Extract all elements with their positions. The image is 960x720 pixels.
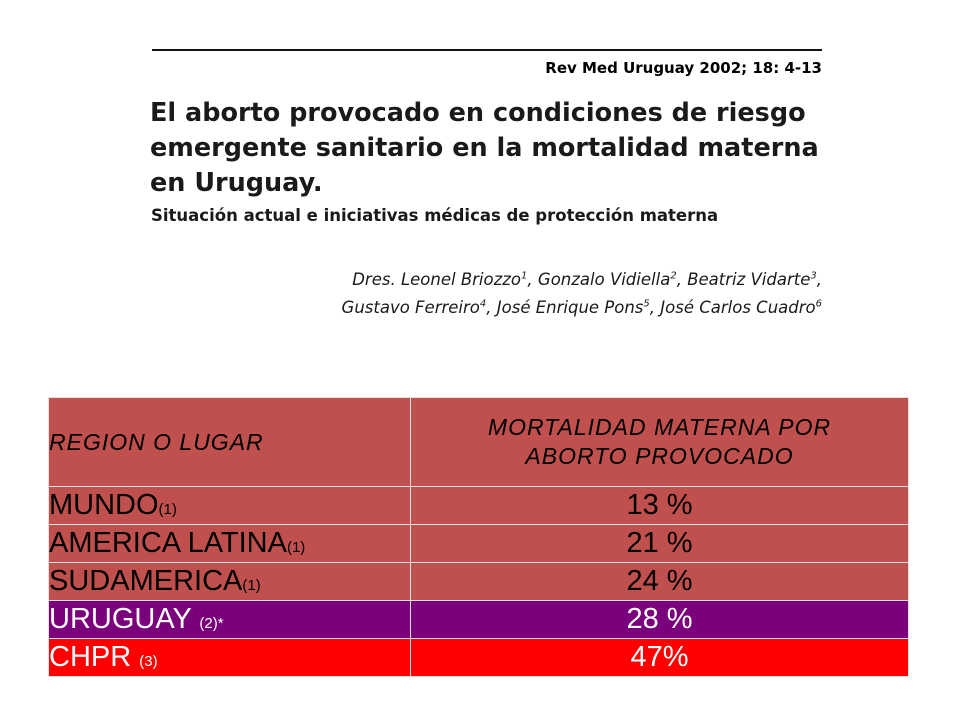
reference-note: (1) bbox=[242, 577, 261, 594]
author-name: José Carlos Cuadro bbox=[660, 298, 816, 317]
author-ref: 5 bbox=[643, 298, 650, 310]
table-row-mundo: MUNDO(1) 13 % bbox=[48, 486, 909, 525]
region-cell: URUGUAY (2)* bbox=[48, 600, 411, 639]
author-name: Gustavo Ferreiro bbox=[341, 298, 480, 317]
region-cell: SUDAMERICA(1) bbox=[48, 562, 411, 601]
region-name: AMERICA LATINA bbox=[49, 527, 287, 559]
author-ref: 3 bbox=[810, 270, 817, 282]
authors-prefix: Dres. bbox=[352, 270, 396, 289]
value-cell: 13 % bbox=[410, 486, 909, 525]
author-list: Dres. Leonel Briozzo1, Gonzalo Vidiella2… bbox=[342, 266, 822, 322]
header-value-line-1: MORTALIDAD MATERNA POR bbox=[487, 414, 832, 440]
author-name: Beatriz Vidarte bbox=[687, 270, 811, 289]
header-value-line-2: ABORTO PROVOCADO bbox=[525, 443, 794, 469]
reference-note: (2)* bbox=[199, 615, 224, 632]
value-cell: 21 % bbox=[410, 524, 909, 563]
value-cell: 28 % bbox=[410, 600, 909, 639]
region-cell: AMERICA LATINA(1) bbox=[48, 524, 411, 563]
top-rule bbox=[152, 49, 822, 51]
table-row-america-latina: AMERICA LATINA(1) 21 % bbox=[48, 524, 909, 563]
value-cell: 47% bbox=[410, 638, 909, 677]
author-line-2: Gustavo Ferreiro4, José Enrique Pons5, J… bbox=[341, 298, 822, 317]
author-name: Gonzalo Vidiella bbox=[537, 270, 671, 289]
value-cell: 24 % bbox=[410, 562, 909, 601]
header-value: MORTALIDAD MATERNA POR ABORTO PROVOCADO bbox=[410, 397, 909, 487]
region-cell: CHPR (3) bbox=[48, 638, 411, 677]
table-row-sudamerica: SUDAMERICA(1) 24 % bbox=[48, 562, 909, 601]
maternal-mortality-table: REGION O LUGAR MORTALIDAD MATERNA POR AB… bbox=[48, 397, 909, 677]
reference-note: (1) bbox=[286, 539, 306, 556]
author-ref: 6 bbox=[815, 298, 822, 310]
region-cell: MUNDO(1) bbox=[48, 486, 411, 525]
article-subtitle: Situación actual e iniciativas médicas d… bbox=[151, 206, 719, 225]
region-name: SUDAMERICA bbox=[49, 565, 243, 597]
article-title: El aborto provocado en condiciones de ri… bbox=[150, 98, 819, 198]
author-line-1: Dres. Leonel Briozzo1, Gonzalo Vidiella2… bbox=[352, 270, 822, 289]
table-header-row: REGION O LUGAR MORTALIDAD MATERNA POR AB… bbox=[48, 397, 909, 487]
reference-note: (3) bbox=[139, 653, 158, 670]
region-name: CHPR bbox=[49, 641, 140, 673]
journal-citation: Rev Med Uruguay 2002; 18: 4-13 bbox=[545, 59, 822, 77]
table-row-uruguay: URUGUAY (2)* 28 % bbox=[48, 600, 909, 639]
region-name: URUGUAY bbox=[49, 603, 200, 635]
reference-note: (1) bbox=[158, 501, 177, 518]
author-ref: 2 bbox=[670, 270, 677, 282]
header-region: REGION O LUGAR bbox=[48, 397, 411, 487]
author-name: José Enrique Pons bbox=[496, 298, 644, 317]
region-name: MUNDO bbox=[49, 489, 159, 521]
table-row-chpr: CHPR (3) 47% bbox=[48, 638, 909, 677]
author-ref: 1 bbox=[521, 270, 528, 282]
author-name: Leonel Briozzo bbox=[400, 270, 522, 289]
author-ref: 4 bbox=[479, 298, 487, 310]
